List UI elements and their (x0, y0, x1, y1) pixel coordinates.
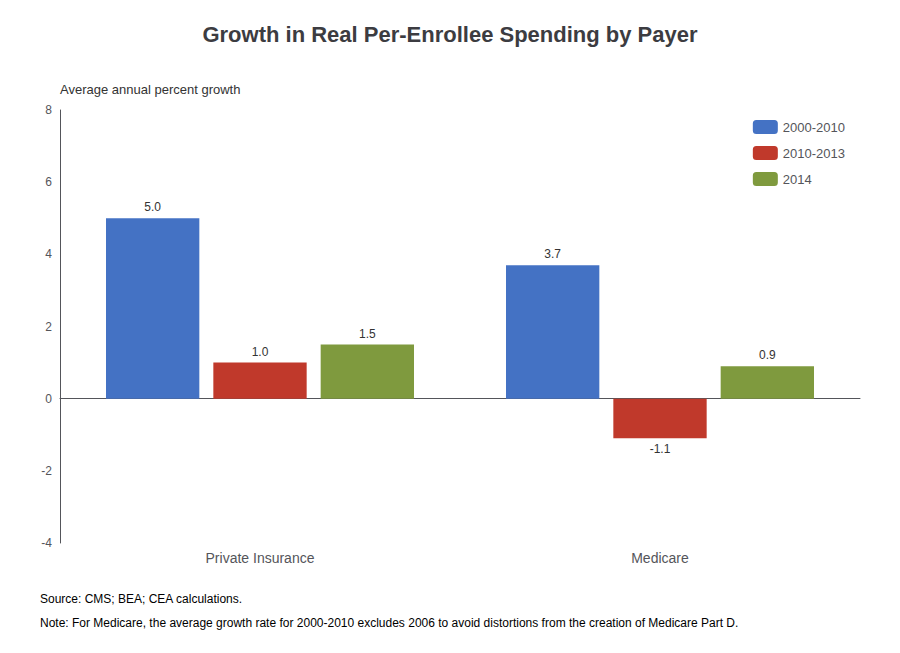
svg-text:-1.1: -1.1 (650, 442, 671, 456)
svg-text:-4: -4 (41, 536, 52, 550)
svg-text:Source: CMS; BEA; CEA calculat: Source: CMS; BEA; CEA calculations. (40, 592, 242, 606)
svg-text:6: 6 (45, 175, 52, 189)
svg-text:1.0: 1.0 (252, 345, 269, 359)
svg-text:1.5: 1.5 (359, 327, 376, 341)
svg-text:4: 4 (45, 247, 52, 261)
svg-text:Medicare: Medicare (631, 550, 689, 566)
svg-text:2014: 2014 (783, 172, 812, 187)
svg-text:2000-2010: 2000-2010 (783, 120, 845, 135)
svg-text:5.0: 5.0 (144, 200, 161, 214)
svg-text:3.7: 3.7 (544, 247, 561, 261)
svg-text:Private Insurance: Private Insurance (206, 550, 315, 566)
svg-text:8: 8 (45, 103, 52, 117)
svg-text:0.9: 0.9 (759, 348, 776, 362)
svg-text:2: 2 (45, 320, 52, 334)
svg-text:0: 0 (45, 392, 52, 406)
svg-text:Note: For Medicare, the averag: Note: For Medicare, the average growth r… (40, 616, 738, 630)
svg-text:-2: -2 (41, 464, 52, 478)
svg-text:Average annual percent growth: Average annual percent growth (60, 82, 240, 97)
svg-text:2010-2013: 2010-2013 (783, 146, 845, 161)
svg-text:Growth in Real Per-Enrollee Sp: Growth in Real Per-Enrollee Spending by … (202, 22, 698, 47)
